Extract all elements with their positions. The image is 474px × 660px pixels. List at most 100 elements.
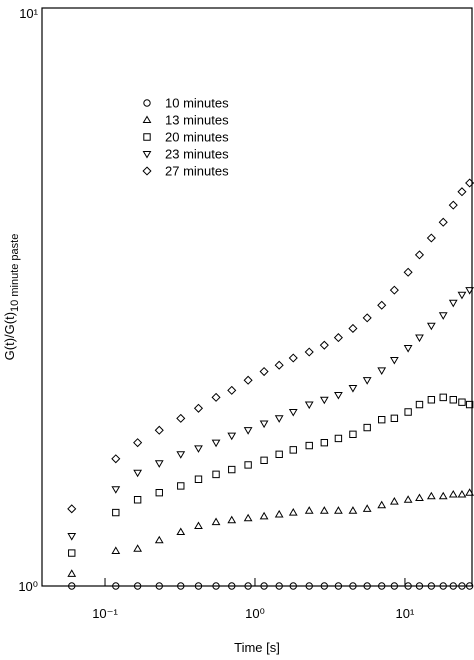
data-point (274, 509, 284, 518)
data-point (320, 582, 329, 590)
data-point (458, 398, 466, 406)
data-point (414, 250, 425, 260)
data-point (465, 400, 474, 409)
data-point (390, 414, 399, 423)
data-point (319, 340, 329, 350)
y-tick-label: 10¹ (19, 6, 38, 21)
data-point (438, 491, 448, 500)
data-point (154, 425, 164, 435)
data-point (275, 582, 283, 590)
legend-label: 10 minutes (165, 96, 229, 111)
data-point (111, 486, 121, 494)
data-point (176, 527, 186, 536)
x-tick-label: 10⁻¹ (92, 606, 118, 621)
data-point (389, 497, 399, 505)
data-point (439, 582, 447, 590)
legend-label: 27 minutes (165, 164, 229, 179)
data-point (390, 582, 399, 590)
legend-marker (142, 166, 152, 176)
data-point (176, 413, 186, 423)
data-point (289, 582, 297, 590)
data-point (348, 323, 358, 333)
data-point (67, 569, 77, 577)
data-point (259, 420, 269, 429)
data-point (260, 582, 268, 590)
data-point (448, 299, 458, 308)
data-point (465, 582, 474, 590)
data-point (177, 582, 185, 590)
data-point (334, 582, 343, 590)
data-point (111, 546, 121, 554)
data-point (259, 366, 269, 377)
data-point (227, 432, 237, 441)
data-point (404, 582, 412, 590)
data-point (112, 508, 120, 517)
data-point (304, 347, 314, 357)
data-point (133, 469, 143, 478)
data-point (427, 396, 436, 404)
data-point (244, 461, 252, 469)
data-point (465, 287, 474, 295)
data-point (194, 521, 203, 530)
data-point (457, 489, 467, 498)
y-axis-label: G(t)/G(t)10 minute paste (2, 234, 21, 361)
data-point (194, 445, 203, 453)
data-point (319, 396, 329, 405)
data-point (67, 504, 77, 514)
legend-marker (143, 133, 151, 141)
data-point (112, 582, 120, 590)
data-point (449, 396, 457, 404)
data-point (415, 400, 424, 409)
data-point (288, 353, 298, 363)
data-point (362, 504, 372, 512)
data-point (274, 415, 284, 423)
data-point (211, 439, 221, 448)
data-point (193, 403, 204, 413)
data-point (194, 582, 203, 590)
data-point (304, 506, 314, 514)
data-point (228, 465, 236, 474)
data-point (244, 582, 252, 590)
data-point (67, 533, 77, 541)
legend-label: 20 minutes (165, 130, 229, 145)
data-point (415, 334, 424, 343)
plot-frame (41, 7, 473, 587)
data-point (243, 513, 253, 522)
data-point (176, 451, 186, 459)
data-point (389, 285, 399, 295)
data-point (177, 482, 185, 490)
data-point (362, 377, 372, 385)
data-point (194, 475, 203, 483)
data-point (155, 582, 163, 590)
data-point (348, 506, 358, 514)
data-point (212, 582, 220, 590)
data-point (274, 360, 284, 370)
data-point (334, 506, 343, 514)
data-point (288, 408, 298, 417)
data-point (349, 582, 357, 590)
y-axis-label-subscript: 10 minute paste (9, 234, 21, 312)
data-point (427, 582, 436, 590)
data-point (415, 582, 424, 590)
data-point (349, 430, 357, 439)
data-point (465, 488, 474, 496)
data-point (403, 267, 413, 277)
legend-label: 13 minutes (165, 113, 229, 128)
data-point (377, 367, 387, 375)
data-point (133, 582, 142, 590)
data-point (348, 385, 358, 393)
data-point (68, 549, 76, 557)
data-point (154, 460, 164, 468)
data-point (304, 401, 314, 410)
data-point (362, 313, 372, 323)
data-point (305, 582, 313, 590)
data-point (377, 500, 387, 509)
data-point (333, 333, 343, 343)
data-point (227, 515, 237, 524)
data-point (334, 434, 343, 443)
legend-marker (142, 115, 152, 124)
data-point (260, 456, 268, 464)
data-point (289, 446, 297, 454)
data-point (449, 582, 457, 590)
